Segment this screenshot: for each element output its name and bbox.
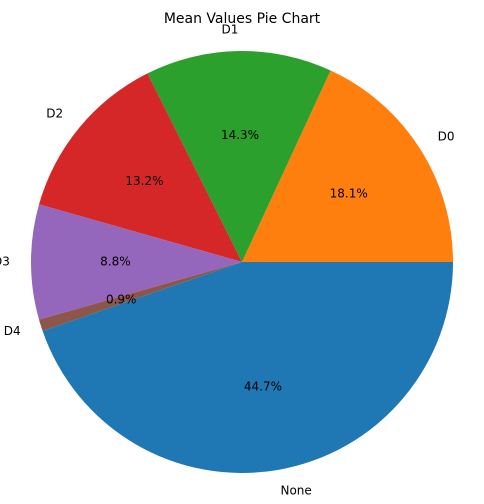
chart-title: Mean Values Pie Chart	[164, 11, 321, 27]
slice-percent-d1: 14.3%	[221, 128, 259, 142]
slice-label-d1: D1	[221, 22, 238, 36]
slice-label-none: None	[280, 483, 311, 497]
pie-slice-none	[42, 262, 454, 474]
slice-percent-d3: 8.8%	[100, 255, 131, 269]
slice-label-d0: D0	[438, 130, 455, 144]
pie-slices	[30, 50, 454, 474]
pie-slice-d0	[242, 70, 454, 263]
slice-percent-d2: 13.2%	[125, 174, 163, 188]
slice-percent-d0: 18.1%	[330, 186, 368, 200]
pie-slice-d3	[30, 204, 242, 320]
slice-percent-none: 44.7%	[244, 379, 282, 393]
pie-slice-d4	[39, 262, 243, 331]
pie-slice-d1	[147, 50, 331, 263]
slice-label-d4: D4	[4, 324, 21, 338]
slice-percent-d4: 0.9%	[106, 292, 137, 306]
pie-labels: D0 18.1% D1 14.3% D2 13.2% D3 8.8% D4 0.9% None 44.…	[0, 22, 454, 497]
pie-slice-d2	[39, 73, 243, 263]
slice-label-d3: D3	[0, 255, 10, 269]
slice-label-d2: D2	[46, 107, 63, 121]
